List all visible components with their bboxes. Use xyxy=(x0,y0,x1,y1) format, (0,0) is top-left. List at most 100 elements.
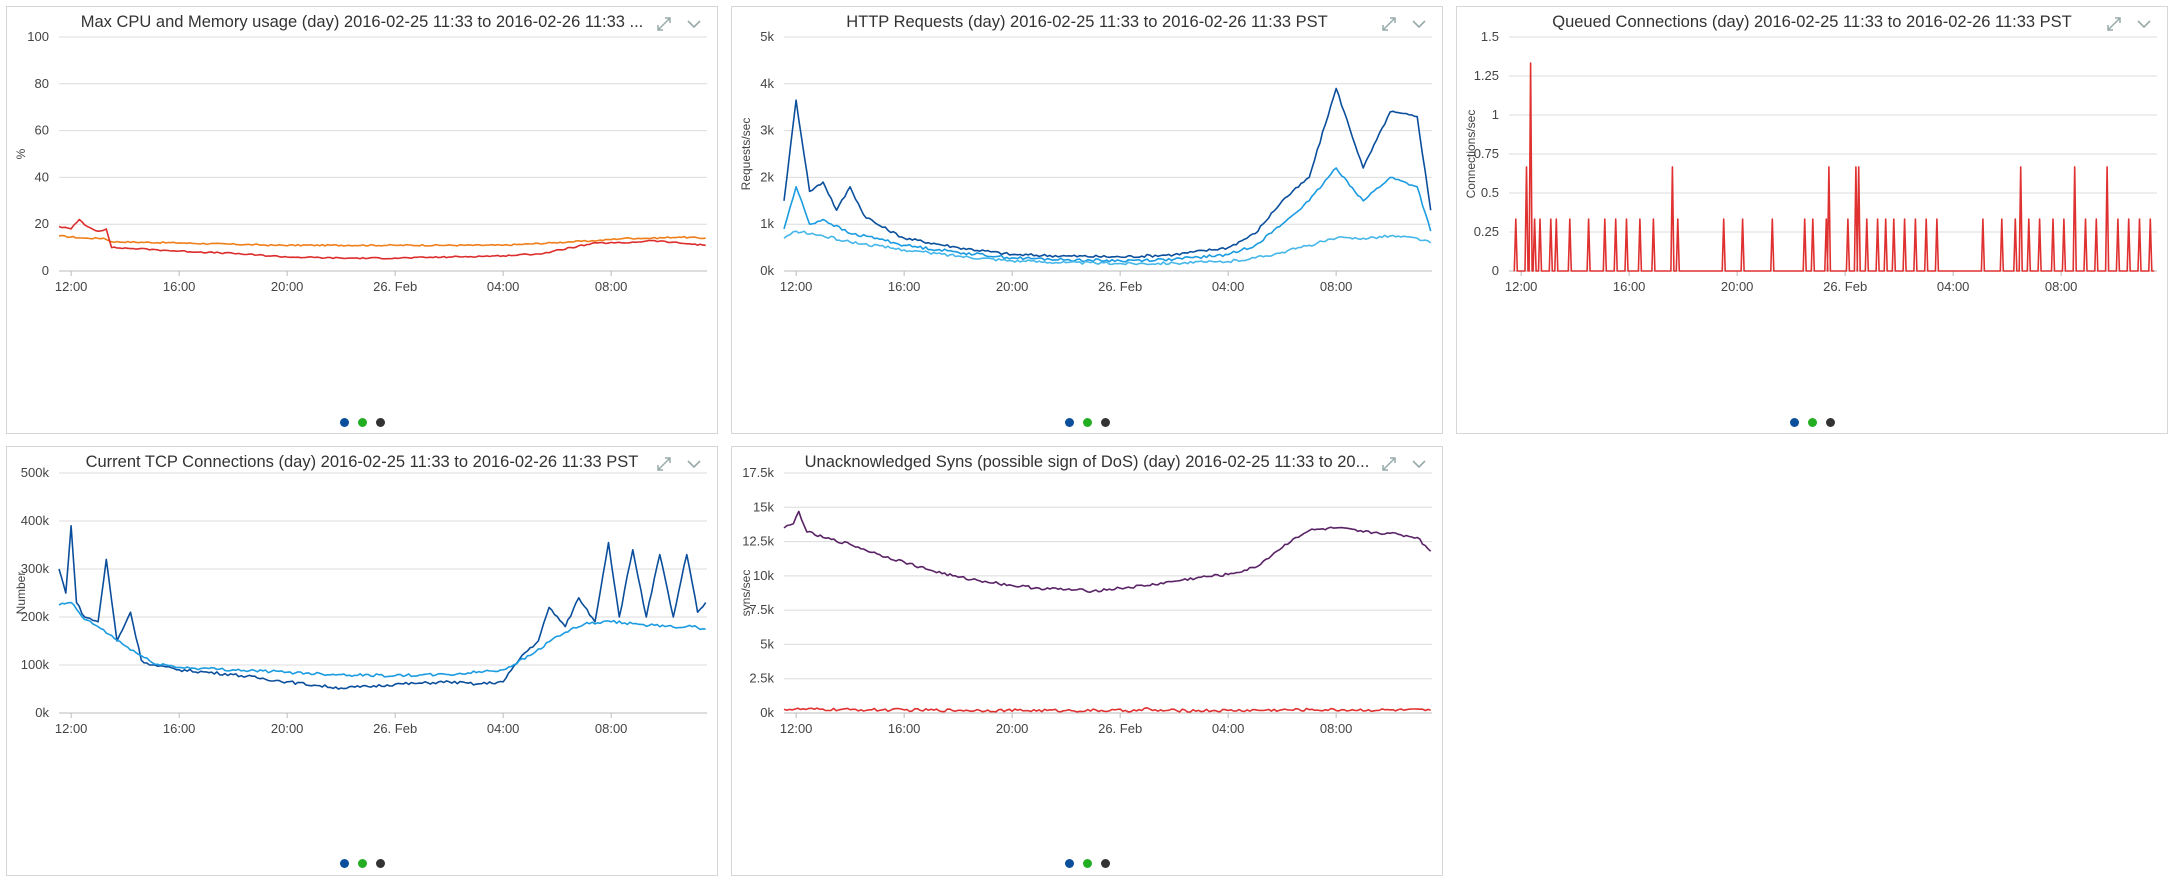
pager-dots xyxy=(7,859,717,868)
y-tick-label: 5k xyxy=(760,636,774,651)
y-axis-label: % xyxy=(14,148,28,159)
pager-dot[interactable] xyxy=(357,418,367,427)
x-tick-label: 12:00 xyxy=(55,721,88,736)
panel-unacknowledged-syns: Unacknowledged Syns (possible sign of Do… xyxy=(731,446,1443,876)
x-tick-label: 08:00 xyxy=(1320,721,1353,736)
panel-controls xyxy=(655,15,703,33)
y-tick-label: 2k xyxy=(760,169,774,184)
panel-controls xyxy=(2105,15,2153,33)
x-tick-label: 12:00 xyxy=(780,721,813,736)
pager-dot[interactable] xyxy=(339,859,349,868)
chevron-down-icon[interactable] xyxy=(2135,15,2153,33)
panel-http-requests: HTTP Requests (day) 2016-02-25 11:33 to … xyxy=(731,6,1443,434)
y-tick-label: 0 xyxy=(1492,263,1499,278)
x-tick-label: 16:00 xyxy=(163,721,196,736)
x-tick-label: 04:00 xyxy=(1212,279,1245,294)
series-line xyxy=(58,218,706,260)
x-tick-label: 04:00 xyxy=(1937,279,1970,294)
y-tick-label: 1.5 xyxy=(1481,29,1499,44)
y-tick-label: 0.5 xyxy=(1481,185,1499,200)
y-tick-label: 7.5k xyxy=(749,602,774,617)
pager-dot[interactable] xyxy=(1082,418,1092,427)
chart-queued-connections: 0 0.25 0.5 0.75 1 1.25 1.5 12:00 16:00 20:00 26. F… xyxy=(1464,29,2157,294)
chart-http-requests: 0k 1k 2k 3k 4k 5k 12:00 16:00 20:00 26. Feb 04:00 0… xyxy=(739,29,1432,294)
pager-dot[interactable] xyxy=(339,418,349,427)
y-tick-label: 0.25 xyxy=(1474,224,1499,239)
x-tick-label: 08:00 xyxy=(2045,279,2078,294)
x-tick-label: 16:00 xyxy=(1613,279,1646,294)
series-line xyxy=(783,87,1432,259)
y-tick-label: 5k xyxy=(760,29,774,44)
chevron-down-icon[interactable] xyxy=(685,15,703,33)
y-tick-label: 80 xyxy=(35,76,49,91)
y-tick-label: 0 xyxy=(42,263,49,278)
y-axis-label: Connections/sec xyxy=(1464,110,1478,199)
expand-icon[interactable] xyxy=(1380,15,1398,33)
pager-dots xyxy=(732,418,1442,427)
x-tick-label: 12:00 xyxy=(780,279,813,294)
pager-dot[interactable] xyxy=(375,418,385,427)
y-tick-label: 40 xyxy=(35,169,49,184)
y-tick-label: 0k xyxy=(760,263,774,278)
pager-dots xyxy=(1457,418,2167,427)
pager-dots xyxy=(7,418,717,427)
pager-dot[interactable] xyxy=(1825,418,1835,427)
y-axis-label: Requests/sec xyxy=(739,118,753,191)
y-tick-label: 0k xyxy=(760,705,774,720)
pager-dot[interactable] xyxy=(1064,859,1074,868)
panel-controls xyxy=(1380,455,1428,473)
x-tick-label: 08:00 xyxy=(595,279,628,294)
x-tick-label: 20:00 xyxy=(996,721,1029,736)
series-line xyxy=(58,234,706,247)
y-tick-label: 200k xyxy=(21,609,50,624)
x-tick-label: 04:00 xyxy=(487,279,520,294)
y-tick-label: 4k xyxy=(760,76,774,91)
y-tick-label: 2.5k xyxy=(749,671,774,686)
y-tick-label: 12.5k xyxy=(742,534,774,549)
expand-icon[interactable] xyxy=(655,455,673,473)
x-tick-label: 04:00 xyxy=(1212,721,1245,736)
panel-queued-connections: Queued Connections (day) 2016-02-25 11:3… xyxy=(1456,6,2168,434)
panel-title: HTTP Requests (day) 2016-02-25 11:33 to … xyxy=(846,13,1328,31)
chevron-down-icon[interactable] xyxy=(1410,15,1428,33)
pager-dot[interactable] xyxy=(1100,418,1110,427)
y-tick-label: 15k xyxy=(753,499,774,514)
expand-icon[interactable] xyxy=(655,15,673,33)
panel-title: Max CPU and Memory usage (day) 2016-02-2… xyxy=(80,13,644,31)
x-tick-label: 26. Feb xyxy=(1098,721,1142,736)
chart-tcp-connections: 0k 100k 200k 300k 400k 500k 12:00 16:00 20:00 26.… xyxy=(14,465,707,736)
y-tick-label: 1k xyxy=(760,216,774,231)
x-tick-label: 20:00 xyxy=(1721,279,1754,294)
expand-icon[interactable] xyxy=(1380,455,1398,473)
pager-dot[interactable] xyxy=(357,859,367,868)
y-axis-label: Number xyxy=(14,572,28,615)
pager-dot[interactable] xyxy=(1100,859,1110,868)
x-tick-label: 16:00 xyxy=(888,279,921,294)
y-axis-label: syns/sec xyxy=(739,570,753,617)
chevron-down-icon[interactable] xyxy=(685,455,703,473)
x-tick-label: 20:00 xyxy=(996,279,1029,294)
series-line xyxy=(783,510,1432,593)
series-line xyxy=(1513,62,2155,272)
x-tick-label: 04:00 xyxy=(487,721,520,736)
pager-dot[interactable] xyxy=(1064,418,1074,427)
series-line xyxy=(58,525,707,690)
panel-tcp-connections: Current TCP Connections (day) 2016-02-25… xyxy=(6,446,718,876)
pager-dot[interactable] xyxy=(1807,418,1817,427)
expand-icon[interactable] xyxy=(2105,15,2123,33)
y-tick-label: 20 xyxy=(35,216,49,231)
pager-dot[interactable] xyxy=(1789,418,1799,427)
panel-title: Unacknowledged Syns (possible sign of Do… xyxy=(804,453,1370,471)
x-tick-label: 16:00 xyxy=(163,279,196,294)
y-tick-label: 100 xyxy=(27,29,49,44)
panel-title: Current TCP Connections (day) 2016-02-25… xyxy=(85,453,639,471)
x-tick-label: 20:00 xyxy=(271,721,304,736)
x-tick-label: 26. Feb xyxy=(373,721,417,736)
x-tick-label: 12:00 xyxy=(1505,279,1538,294)
pager-dot[interactable] xyxy=(375,859,385,868)
pager-dot[interactable] xyxy=(1082,859,1092,868)
panel-controls xyxy=(655,455,703,473)
y-tick-label: 10k xyxy=(753,568,774,583)
chevron-down-icon[interactable] xyxy=(1410,455,1428,473)
x-tick-label: 26. Feb xyxy=(1098,279,1142,294)
